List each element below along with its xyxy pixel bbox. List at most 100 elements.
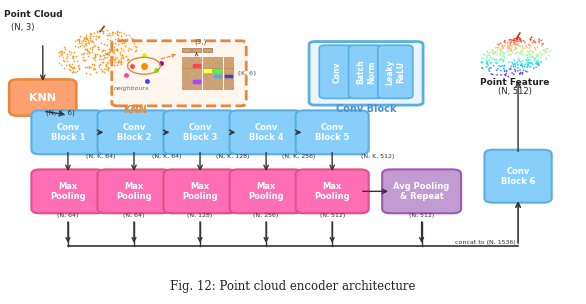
Point bbox=[100, 51, 110, 56]
Point bbox=[58, 55, 67, 60]
Point bbox=[537, 38, 546, 43]
Point bbox=[68, 54, 77, 58]
Point bbox=[79, 57, 88, 62]
Point bbox=[507, 47, 516, 52]
Point bbox=[86, 32, 95, 37]
Point bbox=[534, 51, 544, 56]
Point bbox=[105, 50, 114, 55]
Point bbox=[517, 62, 526, 67]
Point bbox=[528, 54, 537, 59]
Point bbox=[104, 46, 113, 51]
Point bbox=[96, 67, 105, 71]
Point bbox=[128, 37, 138, 42]
Bar bbox=[192, 63, 202, 67]
Bar bbox=[213, 79, 223, 84]
Point bbox=[83, 37, 93, 42]
Text: (3,): (3,) bbox=[195, 38, 207, 45]
Text: KNN: KNN bbox=[29, 92, 56, 102]
Point bbox=[488, 72, 498, 77]
Point bbox=[518, 70, 527, 75]
Point bbox=[110, 50, 119, 55]
Point bbox=[57, 48, 66, 53]
Point bbox=[510, 41, 519, 46]
Point bbox=[91, 44, 100, 49]
Point bbox=[489, 50, 498, 55]
FancyBboxPatch shape bbox=[295, 169, 369, 213]
Point bbox=[530, 58, 540, 63]
Point bbox=[506, 49, 516, 54]
Point bbox=[115, 60, 125, 64]
Point bbox=[510, 42, 520, 47]
Bar bbox=[192, 68, 202, 73]
Point bbox=[515, 58, 524, 63]
Text: (N, K, 64): (N, K, 64) bbox=[86, 154, 115, 159]
Point bbox=[495, 58, 505, 63]
Text: Leaky
ReLU: Leaky ReLU bbox=[386, 59, 405, 85]
Point bbox=[517, 62, 527, 67]
Point bbox=[526, 61, 535, 66]
Point bbox=[87, 39, 97, 43]
Point bbox=[123, 57, 132, 62]
Point bbox=[516, 40, 526, 44]
Point bbox=[527, 35, 536, 40]
Point bbox=[62, 55, 71, 60]
Point bbox=[88, 33, 98, 38]
Point bbox=[534, 62, 544, 67]
Point bbox=[110, 37, 120, 42]
Point bbox=[505, 46, 514, 51]
Point bbox=[541, 48, 550, 53]
Point bbox=[482, 56, 491, 61]
Text: Conv
Block 1: Conv Block 1 bbox=[50, 123, 85, 142]
FancyBboxPatch shape bbox=[163, 169, 237, 213]
Point bbox=[66, 64, 76, 69]
Point bbox=[522, 58, 532, 63]
Text: KNN: KNN bbox=[124, 105, 147, 115]
Point bbox=[106, 58, 115, 63]
Bar bbox=[203, 85, 212, 89]
Point bbox=[531, 56, 540, 61]
Point bbox=[514, 39, 523, 43]
Point bbox=[536, 52, 546, 57]
Point bbox=[524, 43, 534, 48]
Point bbox=[523, 53, 532, 58]
Text: concat to (N, 1536): concat to (N, 1536) bbox=[455, 240, 516, 245]
Point bbox=[503, 46, 513, 51]
Text: Fig. 12: Point cloud encoder architecture: Fig. 12: Point cloud encoder architectur… bbox=[171, 280, 415, 293]
Point bbox=[520, 40, 529, 45]
Point bbox=[108, 55, 117, 60]
Point bbox=[500, 40, 510, 45]
Text: (N, 128): (N, 128) bbox=[188, 213, 213, 218]
Point bbox=[503, 45, 512, 50]
Point bbox=[59, 50, 69, 55]
Point bbox=[64, 49, 74, 54]
Point bbox=[537, 43, 547, 48]
Point bbox=[112, 28, 121, 33]
Point bbox=[94, 56, 104, 61]
Point bbox=[118, 56, 127, 60]
Point bbox=[532, 65, 541, 70]
Point bbox=[505, 48, 514, 53]
Point bbox=[59, 59, 69, 64]
Point bbox=[492, 68, 502, 73]
Point bbox=[542, 57, 551, 62]
Point bbox=[58, 58, 67, 63]
Point bbox=[79, 50, 88, 55]
Point bbox=[114, 60, 123, 65]
Point bbox=[533, 59, 542, 64]
Point bbox=[516, 51, 526, 56]
Point bbox=[109, 48, 118, 53]
Point bbox=[518, 52, 527, 57]
Point bbox=[129, 41, 138, 46]
Point bbox=[95, 54, 104, 58]
Text: Conv Block: Conv Block bbox=[336, 104, 396, 114]
Point bbox=[86, 36, 95, 41]
Text: Max
Pooling: Max Pooling bbox=[50, 181, 86, 201]
Point bbox=[79, 52, 88, 57]
Point bbox=[485, 55, 495, 60]
Point bbox=[94, 63, 103, 67]
Point bbox=[503, 44, 513, 49]
Point bbox=[504, 53, 513, 57]
Point bbox=[121, 33, 131, 38]
Point bbox=[516, 38, 525, 43]
Point bbox=[495, 52, 505, 57]
